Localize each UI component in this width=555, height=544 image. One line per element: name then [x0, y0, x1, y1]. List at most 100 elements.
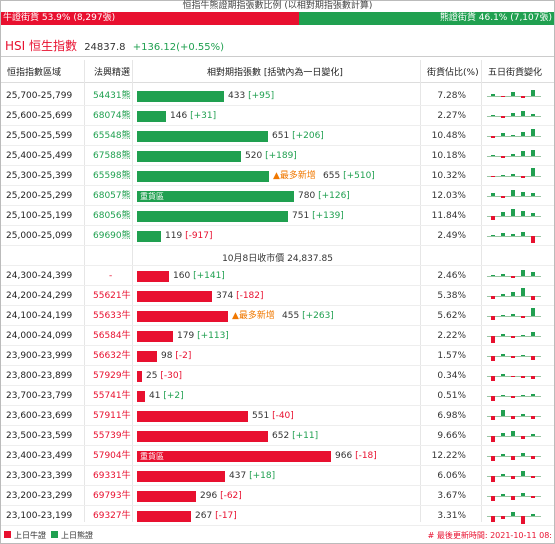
five-day-bar — [501, 196, 505, 198]
qty-change: [+11] — [292, 431, 319, 441]
five-day-chart — [487, 106, 541, 126]
five-day-bar — [521, 493, 525, 496]
contracts-qty: 296 [-62] — [200, 491, 242, 501]
five-day-bar — [521, 288, 525, 296]
qty-value: 780 — [298, 191, 316, 201]
outstanding-ratio: 0.34% — [437, 371, 466, 381]
five-day-chart — [487, 486, 541, 506]
five-day-bar — [491, 94, 495, 96]
warrant-link[interactable]: 54431熊 — [93, 91, 131, 101]
contracts-bar — [137, 351, 157, 362]
five-day-bar — [491, 476, 495, 482]
five-day-axis — [487, 316, 541, 317]
five-day-bar — [491, 155, 495, 156]
contracts-qty: 267 [-17] — [195, 511, 237, 521]
warrant-link[interactable]: 65548熊 — [93, 131, 131, 141]
five-day-axis — [487, 296, 541, 297]
five-day-bar — [511, 396, 515, 398]
five-day-bar — [521, 395, 525, 396]
contracts-qty: 179 [+113] — [177, 331, 229, 341]
price-range: 23,900-23,999 — [6, 351, 73, 361]
qty-value: 455 — [282, 311, 300, 321]
table-row: 24,100-24,199 55633牛 ▲最多新增 455 [+263] 5.62% — [1, 306, 554, 326]
five-day-bar — [491, 436, 495, 442]
five-day-bar — [531, 193, 535, 196]
index-name[interactable]: HSI 恒生指數 — [5, 39, 77, 53]
qty-change: [+510] — [343, 171, 375, 181]
five-day-bar — [521, 316, 525, 318]
table-row: 25,100-25,199 68056熊 751 [+139] 11.84% — [1, 206, 554, 226]
warrant-link[interactable]: 57911牛 — [93, 411, 131, 421]
five-day-bar — [501, 433, 505, 436]
warrant-link[interactable]: 55621牛 — [93, 291, 131, 301]
table-row: 25,200-25,299 68057熊 重貨區 780 [+126] 12.03% — [1, 186, 554, 206]
five-day-bar — [501, 233, 505, 236]
price-range: 25,600-25,699 — [6, 111, 73, 121]
warrant-link[interactable]: 69331牛 — [93, 471, 131, 481]
five-day-bar — [521, 192, 525, 196]
five-day-bar — [491, 296, 495, 299]
header-trend: 五日街貨變化 — [488, 68, 543, 78]
five-day-bar — [521, 111, 525, 116]
five-day-bar — [511, 113, 515, 116]
five-day-bar — [521, 376, 525, 378]
five-day-bar — [491, 376, 495, 381]
contracts-bar — [137, 471, 225, 482]
warrant-link[interactable]: 57929牛 — [93, 371, 131, 381]
qty-value: 651 — [272, 131, 290, 141]
warrant-link[interactable]: 69793牛 — [93, 491, 131, 501]
last-updated: # 最後更新時間: 2021-10-11 08: — [427, 531, 552, 540]
outstanding-ratio: 10.32% — [431, 171, 466, 181]
warrant-link[interactable]: 55741牛 — [93, 391, 131, 401]
warrant-link[interactable]: 57904牛 — [93, 451, 131, 461]
contracts-qty: 655 [+510] — [323, 171, 375, 181]
qty-value: 25 — [146, 371, 158, 381]
close-price-label: 10月8日收市價 24,837.85 — [222, 254, 333, 264]
table-row: 23,200-23,299 69793牛 296 [-62] 3.67% — [1, 486, 554, 506]
warrant-link[interactable]: 55739牛 — [93, 431, 131, 441]
qty-value: 119 — [165, 231, 183, 241]
ratio-title: 恒指牛熊證期指張數比例 (以相對期指張數計算) — [182, 1, 373, 11]
contracts-qty: 41 [+2] — [149, 391, 184, 401]
qty-value: 41 — [149, 391, 161, 401]
five-day-bar — [491, 416, 495, 420]
warrant-link[interactable]: 69327牛 — [93, 511, 131, 521]
index-change: +136.12(+0.55%) — [132, 42, 225, 53]
five-day-bar — [511, 376, 515, 377]
qty-change: [-2] — [175, 351, 192, 361]
five-day-bar — [501, 410, 505, 416]
five-day-bar — [521, 211, 525, 216]
warrant-link[interactable]: 68056熊 — [93, 211, 131, 221]
qty-change: [-40] — [272, 411, 294, 421]
outstanding-ratio: 1.57% — [437, 351, 466, 361]
warrant-link[interactable]: 56584牛 — [93, 331, 131, 341]
five-day-bar — [511, 209, 515, 216]
five-day-bar — [511, 154, 515, 156]
warrant-link[interactable]: 55633牛 — [93, 311, 131, 321]
warrant-link[interactable]: 65598熊 — [93, 171, 131, 181]
five-day-chart — [487, 126, 541, 146]
warrant-link[interactable]: 56632牛 — [93, 351, 131, 361]
heavy-zone-label: 重貨區 — [140, 452, 164, 461]
five-day-bar — [511, 314, 515, 316]
price-range: 24,200-24,299 — [6, 291, 73, 301]
five-day-chart — [487, 466, 541, 486]
warrant-link[interactable]: 68057熊 — [93, 191, 131, 201]
five-day-axis — [487, 96, 541, 97]
outstanding-ratio: 12.22% — [431, 451, 466, 461]
price-range: 24,100-24,199 — [6, 311, 73, 321]
warrant-link[interactable]: 69690熊 — [93, 231, 131, 241]
contracts-bar — [137, 511, 191, 522]
warrant-link[interactable]: 67588熊 — [93, 151, 131, 161]
contracts-bar — [137, 311, 228, 322]
five-day-chart — [487, 266, 541, 286]
five-day-bar — [531, 236, 535, 243]
outstanding-ratio: 3.67% — [437, 491, 466, 501]
five-day-chart — [487, 206, 541, 226]
warrant-link[interactable]: 68074熊 — [93, 111, 131, 121]
five-day-bar — [531, 90, 535, 96]
header-divider — [1, 82, 554, 83]
contracts-qty: 98 [-2] — [161, 351, 191, 361]
five-day-bar — [491, 356, 495, 361]
qty-value: 160 — [173, 271, 191, 281]
